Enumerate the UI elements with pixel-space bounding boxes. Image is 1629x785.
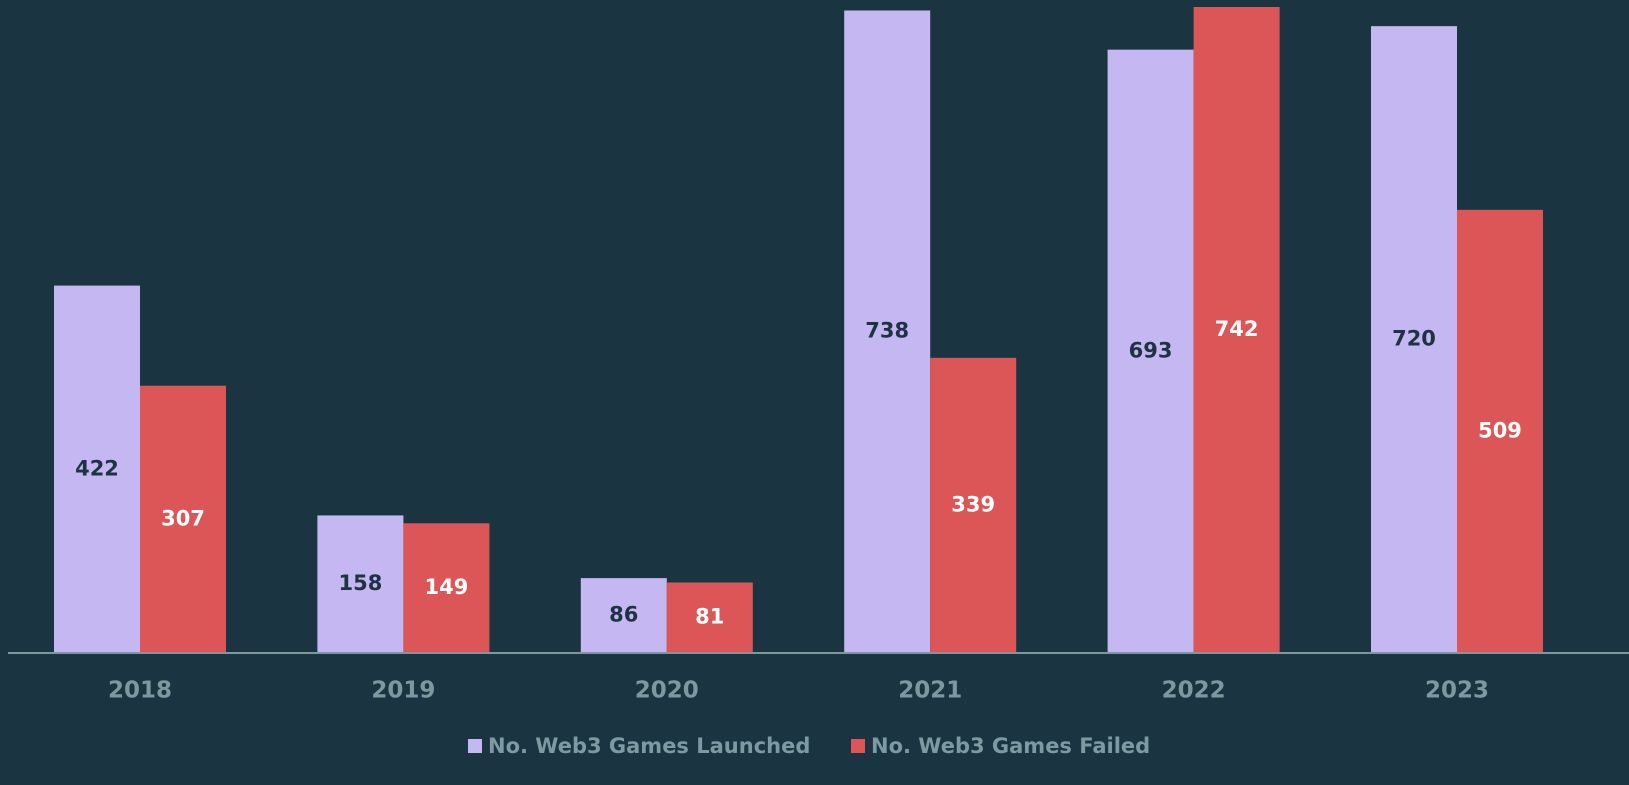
x-tick-label: 2021 bbox=[898, 678, 962, 704]
bar bbox=[666, 582, 753, 653]
data-label: 509 bbox=[1478, 418, 1522, 442]
bar bbox=[403, 523, 490, 653]
x-tick-label: 2019 bbox=[371, 678, 435, 704]
legend-label: No. Web3 Games Failed bbox=[871, 734, 1150, 758]
x-tick-label: 2018 bbox=[108, 678, 172, 704]
bar bbox=[580, 578, 667, 653]
data-label: 307 bbox=[161, 506, 205, 530]
legend-swatch bbox=[851, 739, 865, 753]
bar bbox=[930, 357, 1017, 653]
data-label: 81 bbox=[695, 605, 724, 629]
bar bbox=[1457, 209, 1543, 654]
data-label: 422 bbox=[75, 456, 119, 480]
data-label: 339 bbox=[951, 492, 995, 516]
data-label: 158 bbox=[338, 571, 382, 595]
bar bbox=[1193, 7, 1280, 653]
x-tick-label: 2020 bbox=[635, 678, 699, 704]
legend-swatch bbox=[468, 739, 482, 753]
legend-label: No. Web3 Games Launched bbox=[488, 734, 810, 758]
x-tick-label: 2023 bbox=[1425, 678, 1489, 704]
bar bbox=[1371, 26, 1457, 654]
x-tick-label: 2022 bbox=[1162, 678, 1226, 704]
data-label: 720 bbox=[1392, 327, 1436, 351]
data-label: 693 bbox=[1129, 338, 1173, 362]
bar bbox=[844, 10, 931, 653]
bar bbox=[140, 385, 226, 653]
bar bbox=[317, 515, 404, 653]
data-label: 738 bbox=[865, 319, 909, 343]
data-label: 149 bbox=[424, 575, 468, 599]
data-label: 86 bbox=[609, 603, 638, 627]
data-label: 742 bbox=[1215, 317, 1259, 341]
bar bbox=[1107, 49, 1194, 653]
bar bbox=[54, 285, 140, 653]
